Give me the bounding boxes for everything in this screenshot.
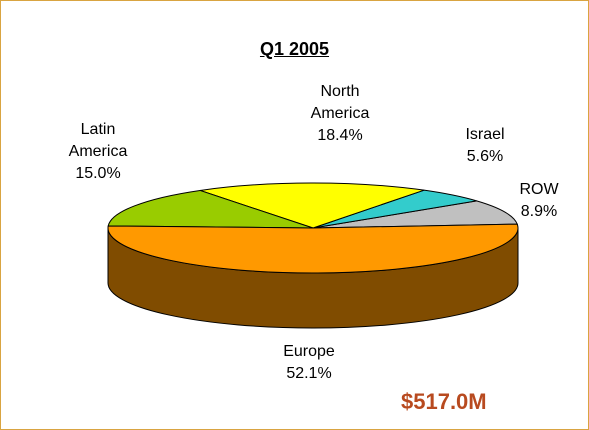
slice-label: ROW 8.9%: [494, 179, 584, 223]
slice-name: Latin America: [68, 121, 128, 160]
slice-label: Latin America 15.0%: [53, 119, 143, 185]
pie-slice: [107, 223, 519, 274]
pie-slice: [107, 189, 314, 229]
pie-slice: [312, 200, 518, 229]
slice-value: 5.6%: [466, 148, 504, 165]
slice-name: ROW: [519, 181, 559, 198]
slice-name: Israel: [465, 126, 505, 143]
slice-name: Europe: [283, 343, 335, 360]
pie-slice: [199, 182, 425, 229]
slice-name: North America: [310, 83, 370, 122]
slice-value: 15.0%: [75, 165, 121, 182]
slice-value: 18.4%: [317, 127, 363, 144]
slice-label: Europe 52.1%: [264, 341, 354, 385]
chart-title: Q1 2005: [259, 39, 330, 59]
slice-value: 52.1%: [286, 365, 332, 382]
slice-value: 8.9%: [520, 203, 558, 220]
slice-label: Israel 5.6%: [440, 124, 530, 168]
total-annotation: $517.0M: [401, 389, 487, 414]
slice-label: North America 18.4%: [295, 81, 385, 147]
